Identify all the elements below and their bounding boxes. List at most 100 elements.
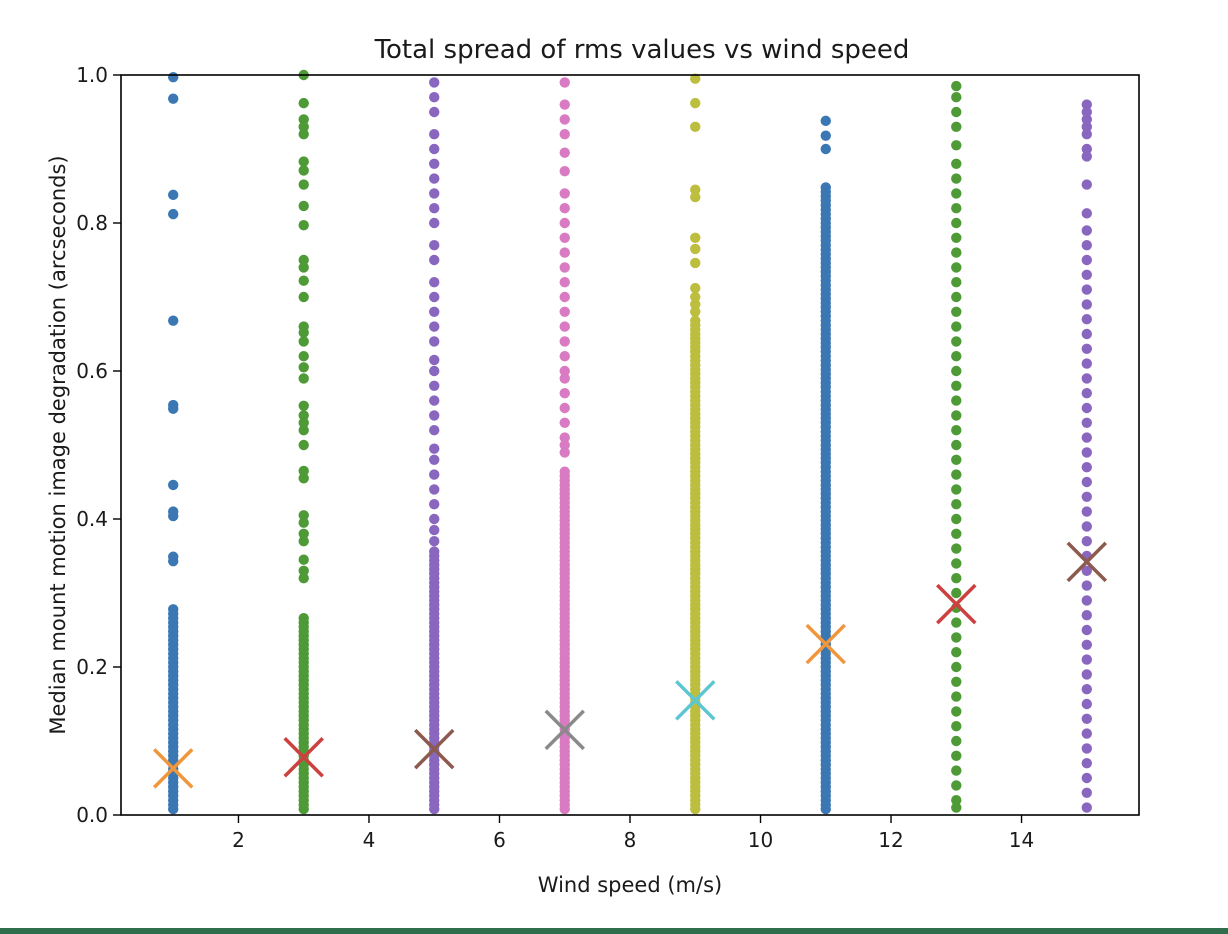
data-point [951,454,962,465]
data-point [168,604,179,615]
median-marker [283,737,324,778]
data-point [1081,432,1092,443]
data-point [690,232,701,243]
data-point [298,612,309,624]
x-tick-label: 10 [748,828,773,852]
data-point [168,555,179,567]
data-point [429,158,440,169]
data-point [559,217,570,229]
data-point [298,220,309,231]
data-point [168,72,179,83]
data-point [429,536,440,547]
y-tick-label: 0.8 [76,211,108,235]
data-point [559,388,570,399]
data-point [429,217,440,229]
data-point [820,115,831,127]
data-point [429,129,440,140]
data-point [951,528,962,539]
plot-frame [120,74,1140,816]
data-point [298,254,309,266]
data-point [298,165,309,176]
x-tick-label: 4 [363,828,376,852]
x-tick-label: 6 [493,828,506,852]
data-point [168,403,179,414]
window-bottom-edge [0,928,1228,934]
data-point [429,254,440,266]
scatter-series [559,77,570,815]
data-point [298,400,309,411]
data-point [951,158,962,169]
data-point [951,765,962,776]
data-point [559,439,570,451]
data-point [559,447,570,458]
data-point [429,524,440,536]
data-point [298,291,309,303]
data-point [1081,314,1092,325]
data-point [1081,284,1092,295]
data-point [168,479,179,491]
data-point [1081,358,1092,369]
data-point [1081,208,1092,219]
median-marker [936,583,977,625]
data-point [429,291,440,303]
data-point [951,351,962,362]
data-point [951,661,962,673]
y-tick-label: 0.2 [76,655,108,679]
data-point [1081,143,1092,155]
y-tick-label: 0.4 [76,507,108,531]
data-point [951,188,962,199]
data-point [1081,121,1092,132]
data-point [559,417,570,428]
data-point [1081,669,1092,680]
scatter-series [1081,99,1092,813]
median-marker [1066,541,1108,583]
data-point [429,77,440,88]
data-point [429,203,440,214]
data-point [298,327,309,338]
data-point [690,291,701,303]
data-point [298,262,309,273]
scatter-series [820,115,831,815]
data-point [1081,728,1092,739]
data-point [298,275,309,286]
data-point [429,499,440,510]
data-point [690,306,701,317]
data-point [298,373,309,384]
data-point [1081,595,1092,606]
data-point [298,473,309,484]
data-point [1081,447,1092,458]
data-point [298,565,309,576]
data-point [559,277,570,288]
data-point [690,315,701,326]
y-axis-label: Median mount motion image degradation (a… [46,155,70,734]
y-tick-label: 0.6 [76,359,108,383]
data-point [298,465,309,477]
data-point [1081,802,1092,813]
data-point [951,647,962,658]
data-point [429,484,440,495]
data-point [429,454,440,465]
data-point [429,188,440,199]
scatter-series [298,69,309,815]
data-point [168,189,179,201]
data-point [951,439,962,451]
data-point [298,573,309,584]
data-point [298,200,309,212]
data-point [1081,328,1092,340]
data-point [559,336,570,347]
x-axis-label: Wind speed (m/s) [538,873,722,897]
data-point [1081,417,1092,428]
data-point [951,121,962,132]
data-point [1081,698,1092,710]
data-point [559,466,570,477]
data-point [951,321,962,332]
data-point [429,365,440,377]
data-point [951,277,962,288]
data-point [951,706,962,717]
data-point [168,208,179,220]
data-point [429,410,440,421]
data-point [951,140,962,151]
data-point [429,513,440,525]
data-point [1081,654,1092,665]
data-point [298,528,309,539]
